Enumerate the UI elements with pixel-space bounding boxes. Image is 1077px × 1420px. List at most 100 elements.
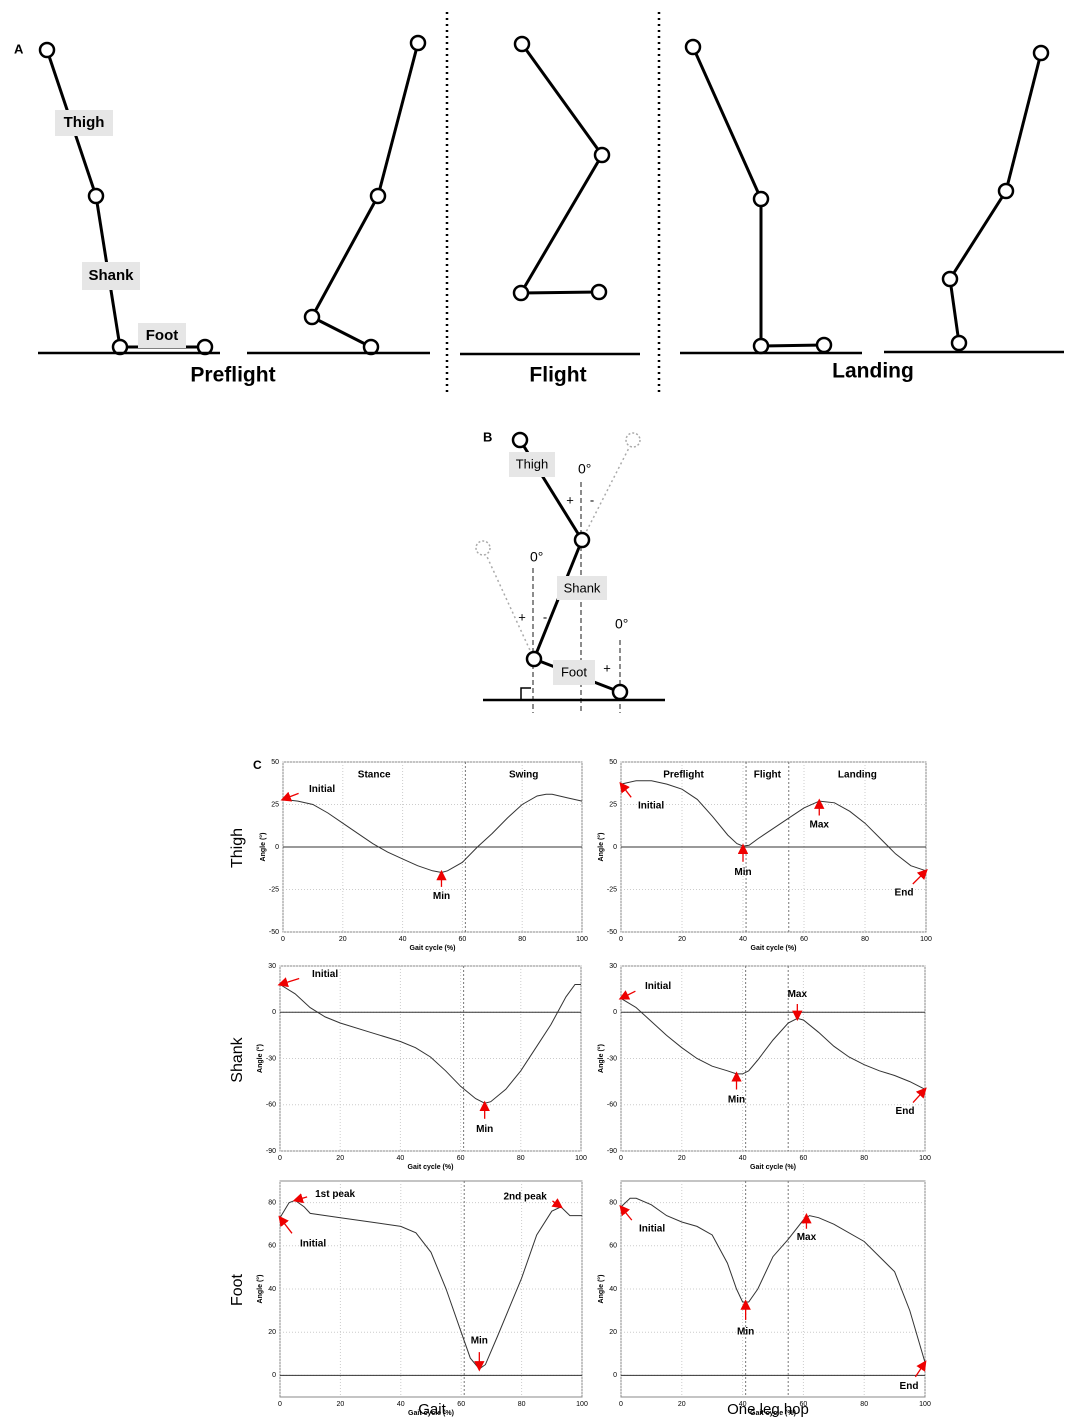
- panel-label: B: [483, 429, 492, 444]
- phase-label: Preflight: [663, 770, 704, 781]
- y-tick-label: 0: [272, 1009, 276, 1016]
- x-tick-label: 20: [339, 936, 347, 943]
- annotation-label: Min: [471, 1336, 488, 1347]
- segment-label: Foot: [146, 327, 178, 344]
- x-tick-label: 60: [800, 1401, 808, 1408]
- row-label: Foot: [229, 1273, 246, 1306]
- y-tick-label: 25: [609, 801, 617, 808]
- y-tick-label: 50: [271, 759, 279, 766]
- annotation-label: Min: [433, 891, 450, 902]
- annotation-label: Min: [737, 1327, 754, 1338]
- y-axis-label: Angle (°): [597, 833, 605, 862]
- x-tick-label: 100: [920, 936, 932, 943]
- sign: +: [566, 492, 574, 507]
- annotation-label: 2nd peak: [504, 1192, 548, 1203]
- y-tick-label: 20: [268, 1329, 276, 1336]
- annotation-arrow: [914, 1360, 927, 1378]
- panel-b: B Thigh Shank Foot 0° 0° 0° + - + - +: [475, 429, 665, 713]
- x-tick-label: 60: [800, 1155, 808, 1162]
- y-tick-label: -60: [607, 1102, 617, 1109]
- row-label: Shank: [229, 1036, 246, 1082]
- panel-label: A: [14, 41, 24, 56]
- annotation-label: Initial: [309, 784, 335, 795]
- y-tick-label: 40: [268, 1286, 276, 1293]
- row-label: Thigh: [229, 828, 246, 868]
- phase-label: Preflight: [190, 364, 275, 387]
- column-label: One leg hop: [727, 1401, 809, 1418]
- column-label: Gait: [418, 1401, 446, 1418]
- x-tick-label: 0: [281, 936, 285, 943]
- y-tick-label: -90: [607, 1148, 617, 1155]
- segment-label: Shank: [564, 580, 601, 595]
- phase-label: Landing: [832, 360, 914, 383]
- x-tick-label: 40: [399, 936, 407, 943]
- zero-label: 0°: [578, 461, 591, 477]
- zero-label: 0°: [615, 616, 628, 632]
- annotation-label: Initial: [300, 1238, 326, 1249]
- annotation-label: Initial: [638, 801, 664, 812]
- y-tick-label: -25: [269, 886, 279, 893]
- phase-label: Stance: [358, 770, 391, 781]
- sign: -: [590, 492, 594, 507]
- x-tick-label: 40: [739, 1155, 747, 1162]
- panel-a: A Thigh Shank Foot Preflight Flight Land…: [14, 12, 1064, 392]
- y-tick-label: 25: [271, 801, 279, 808]
- data-line: [279, 984, 581, 1104]
- y-tick-label: 50: [609, 759, 617, 766]
- x-axis-label: Gait cycle (%): [408, 1164, 454, 1171]
- x-tick-label: 20: [337, 1401, 345, 1408]
- x-tick-label: 80: [518, 936, 526, 943]
- phase-label: Swing: [509, 770, 538, 781]
- y-tick-label: 60: [268, 1243, 276, 1250]
- zero-label: 0°: [530, 549, 543, 565]
- x-tick-label: 20: [678, 936, 686, 943]
- phase-label: Flight: [754, 770, 782, 781]
- data-line: [620, 1197, 926, 1363]
- y-tick-label: 60: [609, 1243, 617, 1250]
- y-tick-label: 30: [268, 963, 276, 970]
- phase-label: Landing: [838, 770, 877, 781]
- annotation-arrow: [292, 1193, 308, 1204]
- segment-label: Thigh: [64, 114, 105, 131]
- y-tick-label: -30: [266, 1055, 276, 1062]
- x-axis-label: Gait cycle (%): [410, 945, 456, 952]
- x-tick-label: 40: [397, 1155, 405, 1162]
- x-tick-label: 100: [919, 1401, 931, 1408]
- x-tick-label: 60: [457, 1155, 465, 1162]
- x-tick-label: 0: [619, 1401, 623, 1408]
- annotation-arrow: [912, 1087, 927, 1103]
- x-tick-label: 60: [457, 1401, 465, 1408]
- data-line: [620, 997, 926, 1090]
- y-tick-label: -50: [269, 929, 279, 936]
- annotation-label: End: [895, 887, 914, 898]
- annotation-label: End: [900, 1381, 919, 1392]
- y-axis-label: Angle (°): [597, 1044, 605, 1073]
- x-tick-label: 40: [739, 1401, 747, 1408]
- data-line: [279, 1199, 582, 1370]
- y-tick-label: 20: [609, 1329, 617, 1336]
- x-tick-label: 0: [278, 1155, 282, 1162]
- x-axis-label: Gait cycle (%): [750, 1164, 796, 1171]
- annotation-label: Initial: [312, 969, 338, 980]
- annotation-arrow: [618, 990, 636, 1000]
- sign: +: [603, 660, 611, 675]
- x-tick-label: 100: [576, 936, 588, 943]
- annotation-label: Min: [476, 1124, 493, 1135]
- x-tick-label: 40: [739, 936, 747, 943]
- annotation-label: Min: [728, 1095, 745, 1106]
- x-tick-label: 80: [517, 1155, 525, 1162]
- annotation-label: Max: [797, 1232, 817, 1243]
- x-tick-label: 0: [278, 1401, 282, 1408]
- x-axis-label: Gait cycle (%): [750, 1410, 796, 1417]
- annotation-arrow: [912, 868, 928, 885]
- sign: -: [543, 609, 547, 624]
- y-tick-label: 40: [609, 1286, 617, 1293]
- y-tick-label: 0: [613, 844, 617, 851]
- annotation-label: Initial: [639, 1224, 665, 1235]
- y-axis-label: Angle (°): [597, 1275, 605, 1304]
- sign: +: [518, 609, 526, 624]
- x-axis-label: Gait cycle (%): [751, 945, 797, 952]
- annotation-label: 1st peak: [315, 1189, 355, 1200]
- annotation-label: Initial: [645, 981, 671, 992]
